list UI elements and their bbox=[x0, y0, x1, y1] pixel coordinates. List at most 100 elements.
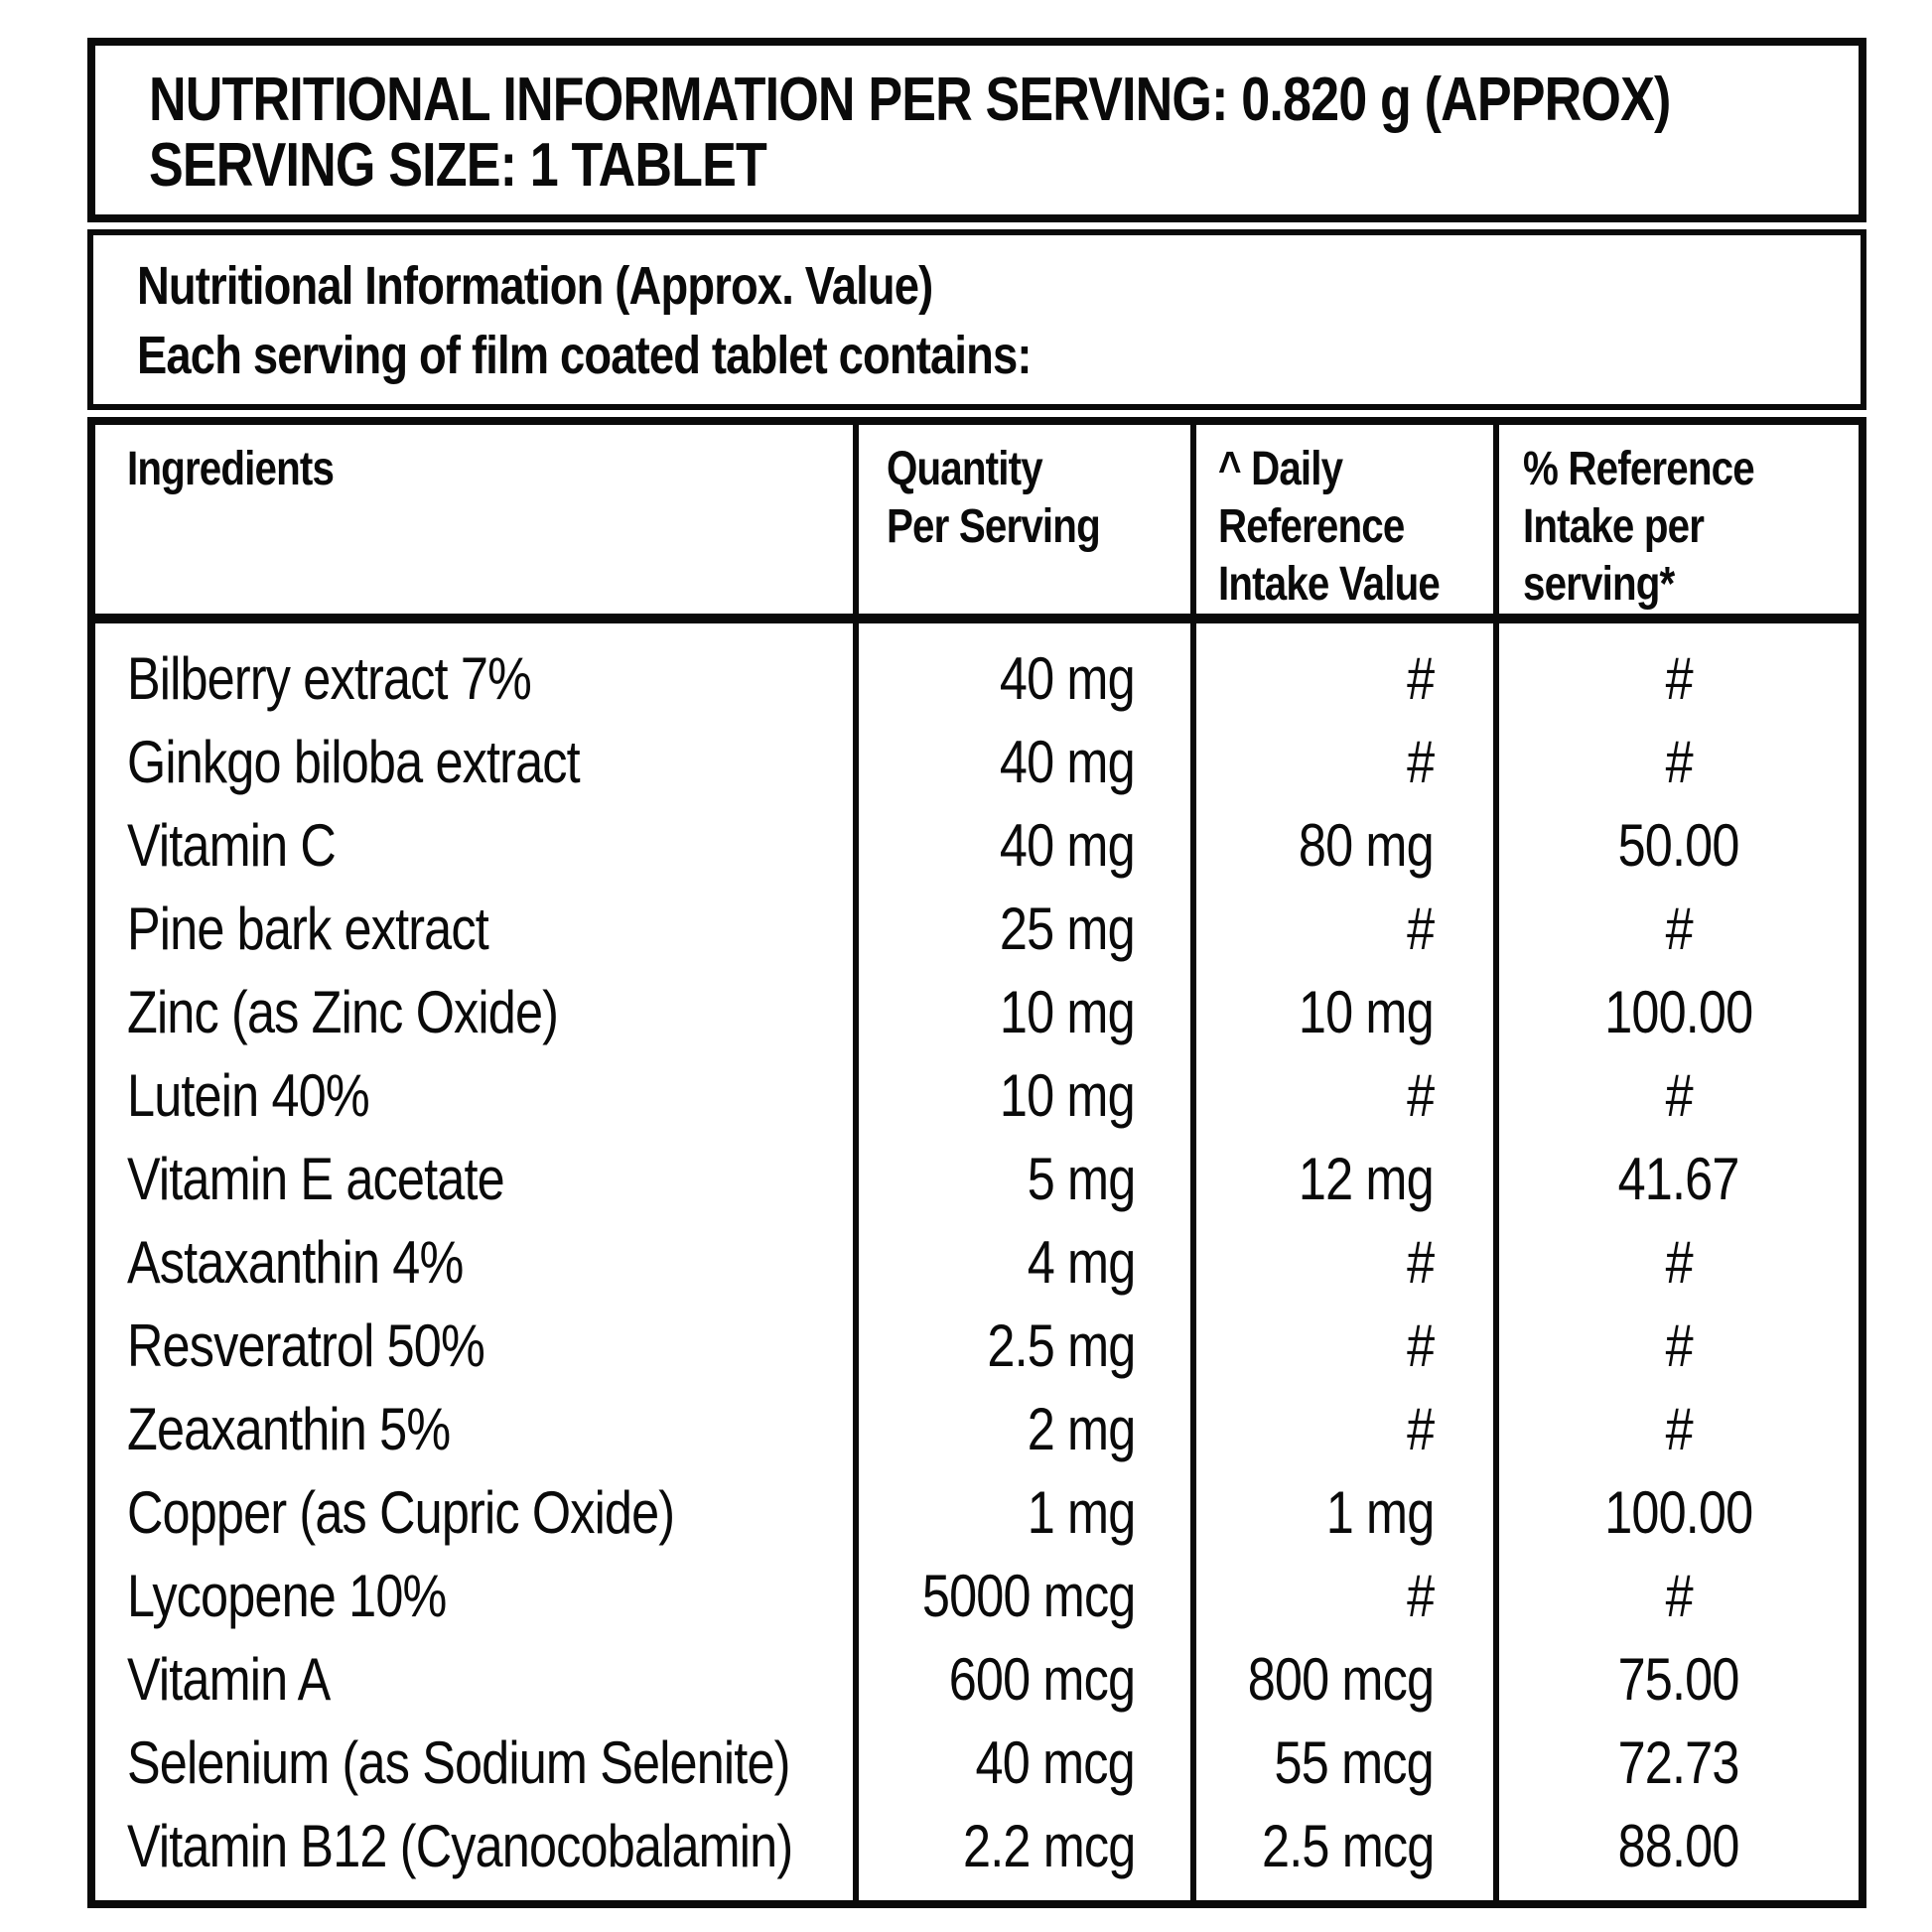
title-line-1-text: NUTRITIONAL INFORMATION PER SERVING: 0.8… bbox=[149, 66, 1671, 134]
dri-value-text: 2.5 mcg bbox=[1261, 1813, 1435, 1879]
dri-value: # bbox=[1196, 888, 1493, 971]
pct-value-text: # bbox=[1665, 645, 1693, 712]
body-column-dri: # #80 mg #10 mg #12 mg # # #1 mg #800 mcg 55 mcg… bbox=[1196, 623, 1499, 1900]
ingredient-name-text: Lutein 40% bbox=[127, 1062, 370, 1129]
dri-value: # bbox=[1196, 1305, 1493, 1388]
column-header-line: Quantity bbox=[887, 441, 1190, 498]
column-header-text: Per Serving bbox=[887, 500, 1101, 553]
pct-value: # bbox=[1499, 1221, 1859, 1305]
body-column-quantity: 40 mg 40 mg 40 mg 25 mg 10 mg 10 mg 5 mg 4 mg 2.… bbox=[859, 623, 1196, 1900]
subtitle-box: Nutritional Information (Approx. Value) … bbox=[87, 229, 1866, 410]
column-header-text: % Reference bbox=[1523, 443, 1755, 495]
quantity-value-text: 2 mg bbox=[1027, 1396, 1136, 1462]
subtitle-line-2-text: Each serving of film coated tablet conta… bbox=[137, 326, 1033, 385]
ingredient-name-text: Copper (as Cupric Oxide) bbox=[127, 1479, 675, 1546]
ingredient-name-text: Pine bark extract bbox=[127, 896, 489, 962]
column-header-line: ^ Daily bbox=[1218, 441, 1493, 498]
ingredient-name-text: Selenium (as Sodium Selenite) bbox=[127, 1729, 790, 1796]
pct-value-text: 72.73 bbox=[1618, 1729, 1740, 1796]
column-header-line: serving* bbox=[1523, 556, 1859, 614]
dri-value: # bbox=[1196, 721, 1493, 804]
ingredient-name-text: Zeaxanthin 5% bbox=[127, 1396, 451, 1462]
pct-value: # bbox=[1499, 721, 1859, 804]
quantity-value: 2 mg bbox=[859, 1388, 1190, 1471]
ingredient-name-text: Ginkgo biloba extract bbox=[127, 729, 581, 795]
pct-value: 100.00 bbox=[1499, 971, 1859, 1054]
column-header-text: Ingredients bbox=[127, 443, 335, 495]
column-header-line: Reference bbox=[1218, 498, 1493, 556]
pct-value-text: # bbox=[1665, 1563, 1693, 1629]
subtitle-line-1-text: Nutritional Information (Approx. Value) bbox=[137, 256, 933, 316]
column-header-text: serving* bbox=[1523, 558, 1675, 611]
subtitle-line-2: Each serving of film coated tablet conta… bbox=[137, 321, 1851, 390]
dri-value-text: # bbox=[1406, 1563, 1435, 1629]
pct-value-text: # bbox=[1665, 1312, 1693, 1379]
pct-value-text: 100.00 bbox=[1604, 1479, 1753, 1546]
dri-value: # bbox=[1196, 1054, 1493, 1138]
quantity-value-text: 40 mg bbox=[1000, 812, 1136, 879]
ingredient-name: Bilberry extract 7% bbox=[95, 637, 853, 721]
pct-value: 41.67 bbox=[1499, 1138, 1859, 1221]
title-box: NUTRITIONAL INFORMATION PER SERVING: 0.8… bbox=[87, 38, 1866, 222]
column-header-dri: ^ Daily Reference Intake Value bbox=[1196, 425, 1499, 614]
pct-value: # bbox=[1499, 637, 1859, 721]
dri-value-text: # bbox=[1406, 896, 1435, 962]
ingredient-name-text: Vitamin C bbox=[127, 812, 337, 879]
quantity-value-text: 10 mg bbox=[1000, 979, 1136, 1045]
quantity-value-text: 4 mg bbox=[1027, 1229, 1136, 1296]
column-header-text: Intake per bbox=[1523, 500, 1705, 553]
column-header-quantity: Quantity Per Serving bbox=[859, 425, 1196, 614]
dri-value: 800 mcg bbox=[1196, 1638, 1493, 1722]
quantity-value: 2.2 mcg bbox=[859, 1805, 1190, 1888]
column-header-text: Reference bbox=[1218, 500, 1405, 553]
quantity-value-text: 5000 mcg bbox=[921, 1563, 1135, 1629]
ingredient-name: Vitamin E acetate bbox=[95, 1138, 853, 1221]
quantity-value-text: 40 mg bbox=[1000, 645, 1136, 712]
ingredient-name: Lutein 40% bbox=[95, 1054, 853, 1138]
ingredient-name: Vitamin C bbox=[95, 804, 853, 888]
ingredient-name: Vitamin A bbox=[95, 1638, 853, 1722]
body-column-ingredient: Bilberry extract 7% Ginkgo biloba extract… bbox=[95, 623, 859, 1900]
pct-value: # bbox=[1499, 888, 1859, 971]
pct-value: 50.00 bbox=[1499, 804, 1859, 888]
ingredient-name: Astaxanthin 4% bbox=[95, 1221, 853, 1305]
quantity-value: 2.5 mg bbox=[859, 1305, 1190, 1388]
column-header-ingredient: Ingredients bbox=[95, 425, 859, 614]
quantity-value: 40 mg bbox=[859, 804, 1190, 888]
dri-value-text: 12 mg bbox=[1299, 1146, 1435, 1212]
dri-value: 55 mcg bbox=[1196, 1722, 1493, 1805]
quantity-value: 10 mg bbox=[859, 971, 1190, 1054]
column-header-line: % Reference bbox=[1523, 441, 1859, 498]
ingredient-name: Selenium (as Sodium Selenite) bbox=[95, 1722, 853, 1805]
title-line-2-text: SERVING SIZE: 1 TABLET bbox=[149, 131, 767, 200]
ingredient-name: Ginkgo biloba extract bbox=[95, 721, 853, 804]
quantity-value-text: 40 mg bbox=[1000, 729, 1136, 795]
nutrition-label: NUTRITIONAL INFORMATION PER SERVING: 0.8… bbox=[87, 38, 1866, 1908]
dri-value: 80 mg bbox=[1196, 804, 1493, 888]
quantity-value: 600 mcg bbox=[859, 1638, 1190, 1722]
dri-value-text: # bbox=[1406, 729, 1435, 795]
pct-value: # bbox=[1499, 1388, 1859, 1471]
pct-value-text: 41.67 bbox=[1618, 1146, 1740, 1212]
dri-value: 2.5 mcg bbox=[1196, 1805, 1493, 1888]
dri-value-text: 80 mg bbox=[1299, 812, 1435, 879]
dri-value-text: 800 mcg bbox=[1247, 1646, 1435, 1713]
pct-value-text: 50.00 bbox=[1618, 812, 1740, 879]
dri-value: # bbox=[1196, 1221, 1493, 1305]
dri-value-text: 10 mg bbox=[1299, 979, 1435, 1045]
quantity-value-text: 25 mg bbox=[1000, 896, 1136, 962]
ingredient-name-text: Zinc (as Zinc Oxide) bbox=[127, 979, 559, 1045]
pct-value-text: # bbox=[1665, 1396, 1693, 1462]
dri-value: # bbox=[1196, 1555, 1493, 1638]
dri-value: # bbox=[1196, 1388, 1493, 1471]
ingredient-name: Vitamin B12 (Cyanocobalamin) bbox=[95, 1805, 853, 1888]
pct-value: 88.00 bbox=[1499, 1805, 1859, 1888]
quantity-value-text: 2.2 mcg bbox=[962, 1813, 1136, 1879]
ingredient-name-text: Vitamin E acetate bbox=[127, 1146, 505, 1212]
pct-value: # bbox=[1499, 1305, 1859, 1388]
column-header-line: Intake Value bbox=[1218, 556, 1493, 614]
pct-value: # bbox=[1499, 1054, 1859, 1138]
column-header-text: Intake Value bbox=[1218, 558, 1441, 611]
quantity-value: 40 mcg bbox=[859, 1722, 1190, 1805]
dri-value-text: 55 mcg bbox=[1274, 1729, 1435, 1796]
